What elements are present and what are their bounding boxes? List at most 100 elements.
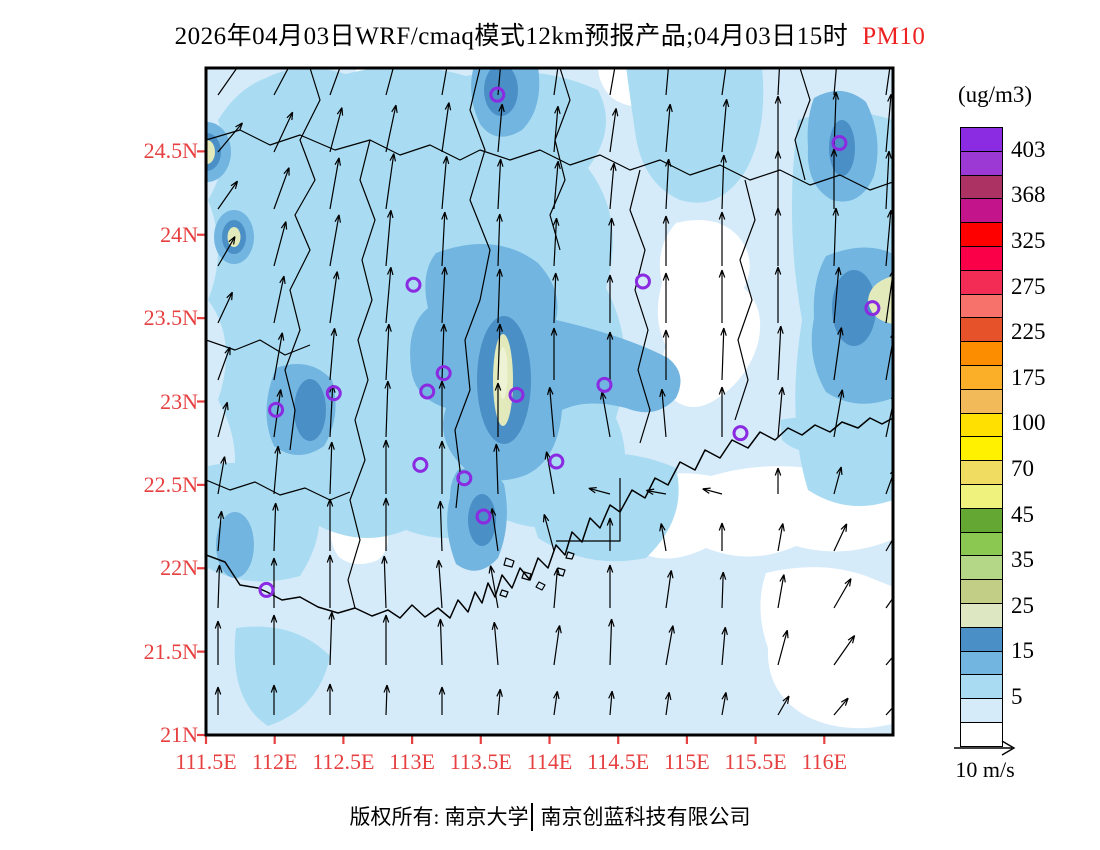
pollutant-label: PM10	[862, 23, 926, 50]
wind-arrow	[329, 68, 341, 96]
wind-arrow	[774, 266, 782, 323]
contour-steel	[484, 68, 518, 116]
wind-arrow	[496, 268, 503, 324]
colorbar-tick-label: 35	[1011, 547, 1034, 573]
wind-arrow	[329, 157, 342, 210]
colorbar	[960, 127, 1003, 747]
wind-arrow	[720, 327, 727, 381]
wind-arrow	[664, 158, 672, 210]
wind-arrow	[382, 614, 390, 665]
plot-title: 2026年04月03日WRF/cmaq模式12km预报产品;04月03日15时 P…	[0, 16, 1100, 52]
wind-arrow	[497, 103, 505, 153]
colorbar-tick-label: 45	[1011, 501, 1034, 527]
colorbar-tick-label: 225	[1011, 319, 1046, 345]
colorbar-tick-label: 325	[1011, 228, 1046, 253]
lat-tick-label: 22N	[160, 555, 198, 581]
colorbar-cell	[961, 342, 1002, 366]
wind-arrow	[662, 329, 670, 380]
colorbar-cell	[961, 246, 1002, 271]
footer-company: 南京创蓝科技有限公司	[540, 805, 751, 829]
station-marker	[732, 425, 749, 442]
colorbar-tick-label: 100	[1011, 410, 1046, 436]
wind-arrow	[385, 153, 397, 210]
wind-arrow	[550, 327, 558, 380]
colorbar-cell	[961, 365, 1002, 390]
wind-arrow	[606, 564, 614, 608]
wind-arrow	[721, 692, 728, 716]
lat-tick-label: 21.5N	[143, 638, 198, 664]
wind-arrow	[273, 68, 290, 96]
wind-arrow	[553, 68, 559, 96]
wind-arrow	[588, 487, 611, 495]
wind-arrow	[382, 497, 390, 551]
wind-arrow	[494, 382, 502, 437]
wind-arrow	[721, 98, 730, 153]
wind-arrow	[440, 323, 447, 381]
station-marker	[596, 376, 613, 393]
wind-arrow	[609, 108, 619, 153]
colorbar-cell	[961, 532, 1002, 557]
lon-tick-label: 113.5E	[449, 749, 512, 774]
wind-reference-arrow	[954, 740, 1016, 756]
wind-arrow	[217, 510, 225, 552]
wind-arrow	[774, 467, 782, 494]
wind-arrow	[702, 487, 723, 495]
wind-arrow	[438, 380, 446, 437]
white-patch	[657, 219, 761, 407]
lon-tick-label: 112.5E	[312, 749, 375, 774]
wind-arrow	[383, 684, 391, 716]
wind-arrow	[885, 469, 893, 495]
colorbar-tick-label: 275	[1011, 273, 1046, 299]
wind-arrow	[774, 95, 782, 152]
station-marker	[475, 508, 492, 525]
wind-vector-layer	[214, 68, 893, 716]
station-marker	[508, 386, 525, 403]
wind-arrow	[718, 269, 726, 323]
wind-arrow	[273, 332, 285, 381]
wind-arrow	[326, 498, 334, 551]
station-marker	[419, 383, 436, 400]
wind-arrow	[885, 655, 893, 666]
border-line	[347, 139, 376, 609]
lat-tick-label: 23.5N	[143, 305, 198, 331]
wind-arrow	[833, 466, 843, 495]
colorbar-tick-label: 368	[1011, 182, 1046, 208]
wind-arrow	[329, 327, 338, 381]
station-marker	[435, 365, 452, 382]
lat-tick-label: 22.5N	[143, 471, 198, 497]
wind-arrow	[659, 388, 667, 438]
copyright-footer: 版权所有: 南京大学 南京创蓝科技有限公司	[0, 801, 1100, 831]
wind-arrow	[719, 571, 727, 609]
contour-light	[234, 626, 330, 726]
wind-arrow	[553, 105, 561, 153]
colorbar-tick-label: 175	[1011, 364, 1046, 390]
colorbar-cell	[961, 603, 1002, 628]
wind-arrow	[329, 271, 340, 324]
wind-arrow	[665, 570, 674, 609]
wind-arrow	[646, 488, 667, 496]
wind-arrow	[270, 614, 278, 665]
contour-khaki	[206, 140, 215, 164]
wind-arrow	[328, 441, 335, 495]
wind-arrow	[329, 214, 342, 267]
coastline	[206, 417, 893, 619]
wind-arrow	[542, 513, 555, 552]
wind-arrow	[885, 706, 893, 716]
wind-arrow	[718, 386, 726, 437]
lon-tick-label: 115.5E	[724, 749, 787, 774]
contour-medium	[410, 244, 681, 481]
wind-arrow	[830, 148, 838, 209]
colorbar-cell	[961, 556, 1002, 581]
wind-arrow	[833, 635, 856, 666]
wind-arrow	[777, 523, 785, 552]
wind-arrow	[553, 690, 560, 716]
wind-arrow	[214, 686, 222, 715]
wind-arrow	[777, 386, 786, 438]
wind-arrow	[496, 688, 503, 716]
border-line	[794, 68, 811, 181]
wind-arrow	[437, 618, 444, 666]
station-marker	[268, 401, 285, 418]
border-line	[454, 68, 491, 509]
wind-arrow	[774, 150, 782, 209]
wind-arrow	[833, 523, 848, 552]
